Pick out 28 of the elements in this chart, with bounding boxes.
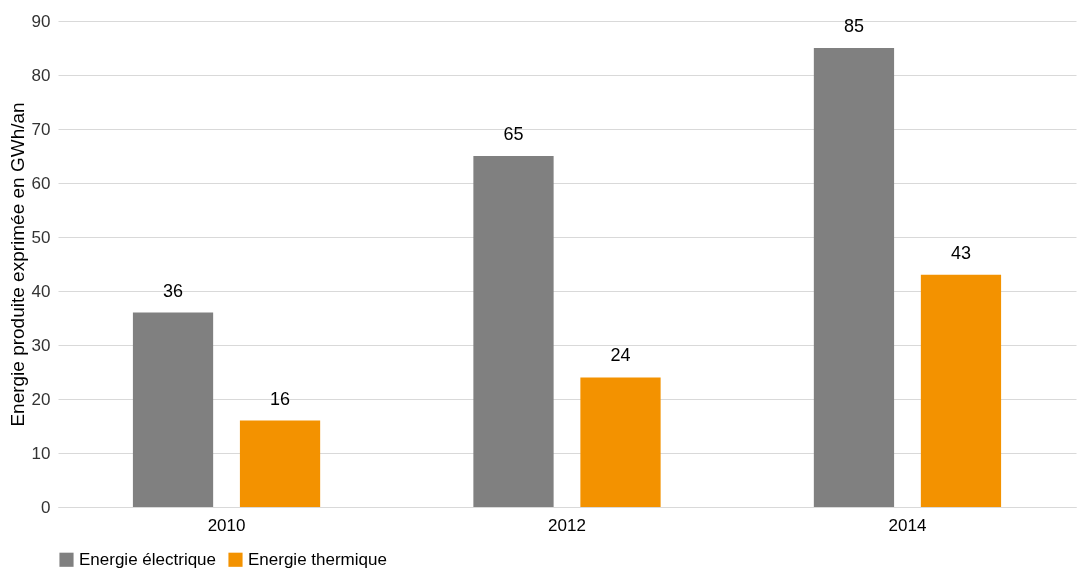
legend-label: Energie électrique (79, 549, 217, 569)
y-axis-title: Energie produite exprimée en GWh/an (6, 102, 28, 427)
bar (132, 312, 214, 507)
data-label: 65 (503, 124, 524, 144)
y-tick-label: 50 (31, 227, 51, 247)
y-tick-label: 60 (31, 173, 51, 193)
bar (239, 420, 321, 507)
data-label: 85 (843, 16, 864, 36)
bar (813, 48, 895, 507)
bar (920, 274, 1002, 507)
y-tick-label: 30 (31, 335, 51, 355)
y-tick-label: 40 (31, 281, 51, 301)
x-tick-label: 2012 (548, 515, 586, 535)
x-tick-label: 2010 (207, 515, 246, 535)
legend-label: Energie thermique (248, 549, 387, 569)
y-tick-label: 10 (31, 443, 51, 463)
bar (473, 156, 554, 507)
data-label: 24 (610, 345, 631, 366)
y-tick-label: 20 (31, 389, 51, 409)
data-label: 16 (270, 388, 291, 409)
y-tick-label: 70 (31, 119, 51, 139)
bar (580, 377, 661, 507)
y-tick-label: 80 (31, 65, 51, 85)
y-tick-label: 90 (31, 11, 51, 31)
data-label: 43 (950, 242, 971, 263)
data-label: 36 (163, 280, 184, 301)
y-tick-label: 0 (41, 497, 51, 517)
x-tick-label: 2014 (888, 515, 927, 535)
